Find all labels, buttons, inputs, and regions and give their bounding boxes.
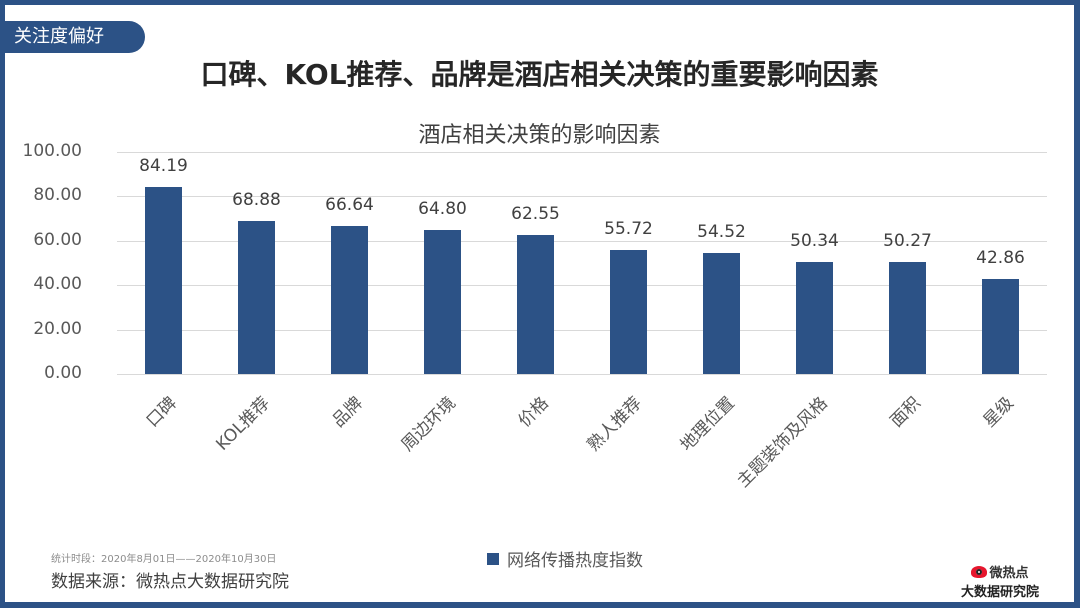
y-tick-label: 100.00 [22,141,82,161]
x-tick-label: 品牌 [328,393,367,432]
x-tick-label: 地理位置 [676,393,739,456]
x-tick-label: 周边环境 [397,393,460,456]
section-tag: 关注度偏好 [5,21,145,53]
bar [982,278,1019,374]
x-tick-label: KOL推荐 [211,393,274,455]
value-label: 50.27 [883,231,932,252]
gridline [117,152,1047,153]
bar [331,226,368,374]
x-tick-label: 主题装饰及风格 [733,393,832,492]
gridline [117,329,1047,331]
bar [517,235,554,374]
bar [796,262,833,374]
y-tick-label: 0.00 [44,363,82,383]
weibo-eye-icon [971,565,988,578]
y-tick-label: 60.00 [33,229,82,250]
logo-top-text: 微热点 [989,566,1029,581]
x-tick-label: 口碑 [142,393,181,432]
value-label: 54.52 [697,221,746,242]
bar [424,230,461,374]
value-label: 84.19 [139,156,188,177]
value-label: 68.88 [232,190,281,211]
data-source: 数据来源：微热点大数据研究院 [51,572,289,592]
x-tick-label: 熟人推荐 [583,393,646,456]
logo: 微热点 大数据研究院 [945,562,1055,600]
chart-title: 酒店相关决策的影响因素 [418,123,661,148]
bar [238,221,275,374]
gridline [117,240,1047,242]
x-tick-label: 面积 [886,393,925,432]
legend-swatch [487,552,499,565]
legend: 网络传播热度指数 [487,546,643,571]
value-label: 50.34 [790,231,839,252]
plot-area: 0.00 20.00 40.00 60.00 80.00 100.00 84.19 口碑 68.… [23,141,1047,491]
legend-label: 网络传播热度指数 [507,551,643,571]
bar [889,262,926,374]
bar [703,252,740,374]
gridline [117,285,1047,287]
logo-bottom-text: 大数据研究院 [960,585,1039,600]
bar [145,187,182,374]
bar [610,250,647,374]
gridline [117,196,1047,198]
statistics-period: 统计时段：2020年8月01日——2020年10月30日 [51,554,277,565]
x-tick-label: 星级 [979,393,1018,432]
slide: 关注度偏好 口碑、KOL推荐、品牌是酒店相关决策的重要影响因素 酒店相关决策的影… [5,5,1074,602]
gridline [117,374,1047,375]
value-label: 42.86 [976,247,1025,268]
value-label: 55.72 [604,219,653,240]
value-label: 64.80 [418,199,467,220]
y-tick-label: 40.00 [33,274,82,295]
value-label: 62.55 [511,204,560,225]
x-tick-label: 价格 [514,393,553,432]
page-title: 口碑、KOL推荐、品牌是酒店相关决策的重要影响因素 [200,58,879,91]
y-tick-label: 20.00 [33,318,82,339]
y-tick-label: 80.00 [33,185,82,206]
value-label: 66.64 [325,195,374,216]
